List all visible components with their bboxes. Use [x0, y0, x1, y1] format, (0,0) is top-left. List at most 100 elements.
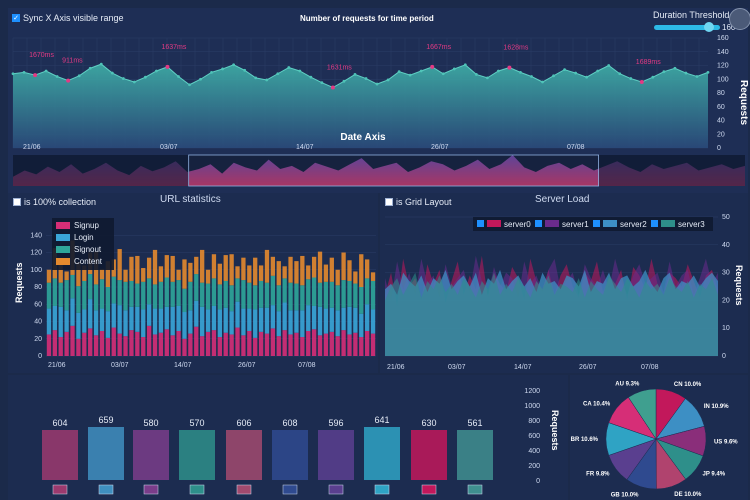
y-tick-label: 400	[528, 448, 540, 455]
annotation-marker	[66, 78, 71, 83]
checkbox-icon[interactable]	[385, 198, 393, 206]
bar-segment-signup	[235, 327, 240, 356]
bar-segment-signup	[158, 332, 164, 356]
bar-value-label: 604	[52, 418, 67, 428]
y-axis-title: Requests	[14, 262, 24, 303]
bar-segment-login	[194, 300, 199, 327]
bar-segment-signup	[359, 337, 364, 356]
x-tick-label: 07/08	[641, 364, 659, 371]
y-tick-label: 160	[717, 35, 729, 42]
bar-segment-signout	[264, 282, 270, 308]
bar-segment-signup	[317, 335, 323, 356]
country-bar	[42, 430, 78, 480]
sync-x-axis-checkbox[interactable]: Sync X Axis visible range	[12, 13, 124, 23]
bar-value-label: 641	[374, 415, 389, 425]
bar-segment-signout	[241, 280, 246, 309]
bar-segment-signout	[311, 277, 317, 306]
x-tick-label: 21/06	[387, 364, 405, 371]
data-point	[452, 67, 456, 71]
y-axis-title: Requests	[734, 265, 744, 306]
country-bar	[457, 430, 493, 480]
bar-segment-content	[58, 263, 63, 283]
y-tick-label: 800	[528, 418, 540, 425]
data-point	[320, 81, 324, 85]
legend-swatch	[487, 220, 501, 227]
bar-segment-signup	[88, 328, 93, 356]
data-point	[265, 78, 269, 82]
bar-segment-login	[370, 309, 376, 334]
data-point	[496, 69, 500, 73]
checkbox-icon[interactable]	[13, 198, 21, 206]
bar-segment-signup	[341, 330, 346, 356]
data-point	[254, 76, 258, 80]
bar-segment-signout	[182, 288, 187, 313]
data-point	[55, 75, 59, 78]
annotation-label: 1667ms	[426, 44, 451, 51]
bar-segment-content	[288, 256, 293, 283]
pie-slice-label: DE 10.0%	[674, 492, 702, 498]
bar-segment-signout	[152, 284, 158, 309]
bar-segment-content	[229, 254, 234, 286]
bar-segment-signout	[76, 286, 81, 313]
data-point	[22, 70, 26, 74]
data-point	[629, 77, 633, 80]
data-point	[276, 72, 280, 76]
x-axis-title: Date Axis	[340, 132, 386, 143]
bar-segment-content	[270, 256, 276, 276]
bar-segment-login	[253, 309, 258, 338]
country-bars-svg: 0 200 400 600 800 1000 1200 Requests 604 659 580 57…	[42, 388, 560, 495]
pie-svg: CN 10.0% IN 10.9% US 9.6% JP 9.4% DE 10.0% GB…	[571, 381, 739, 498]
duration-threshold-handle[interactable]	[704, 22, 714, 32]
flag-de-icon	[236, 484, 252, 495]
bar-segment-content	[282, 266, 287, 279]
pie-slice-label: GB 10.0%	[611, 492, 639, 498]
legend-checkbox	[651, 220, 658, 227]
server-load-panel: 0 10 20 30 40 50 server0 server1 server2 server3 2…	[380, 193, 748, 373]
duration-threshold-slider[interactable]	[654, 25, 720, 30]
y-tick-label: 1200	[524, 388, 540, 395]
bar-segment-signup	[323, 333, 329, 356]
bar-segment-signup	[152, 334, 158, 356]
data-point	[155, 69, 158, 73]
bar-segment-signup	[247, 330, 252, 356]
pie-slice-label: FR 9.8%	[586, 472, 610, 478]
bar-segment-signup	[46, 334, 52, 356]
y-tick-label: 80	[717, 90, 725, 97]
y-tick-label: 140	[717, 49, 729, 56]
legend-label: server3	[678, 220, 705, 229]
bar-segment-signup	[141, 337, 146, 356]
data-point	[574, 71, 578, 75]
checkbox-icon[interactable]	[12, 14, 20, 22]
bar-segment-content	[105, 261, 111, 287]
bar-segment-login	[341, 307, 346, 331]
data-point	[143, 75, 147, 79]
annotation-marker	[430, 64, 435, 69]
legend-checkbox	[477, 220, 484, 227]
bar-segment-content	[235, 266, 240, 279]
grid-layout-checkbox[interactable]: is Grid Layout	[385, 197, 452, 207]
bar-segment-login	[288, 310, 293, 335]
bar-segment-signup	[99, 330, 105, 356]
bar-segment-signup	[229, 334, 234, 356]
legend-label: server0	[504, 220, 531, 229]
annotation-marker	[639, 80, 644, 84]
data-point	[386, 78, 390, 82]
legend-checkbox	[535, 220, 542, 227]
bar-segment-signout	[347, 280, 352, 307]
bar-segment-signout	[306, 279, 311, 306]
collection-checkbox[interactable]: is 100% collection	[13, 197, 96, 207]
bar-segment-signout	[229, 285, 234, 312]
data-point	[188, 83, 191, 87]
flag-in-icon	[98, 484, 114, 495]
bar-segment-signup	[58, 337, 63, 356]
bar-segment-signout	[247, 282, 252, 309]
bar-segment-signup	[270, 328, 276, 356]
y-tick-label: 20	[34, 336, 42, 343]
bar-value-label: 606	[236, 418, 251, 428]
bar-segment-signup	[264, 333, 270, 356]
url-stats-panel: 0 20 40 60 80 100 120 140 Signup Login Signout Cont…	[8, 193, 378, 373]
pie-slice-label: JP 9.4%	[702, 472, 725, 478]
threshold-knob-icon[interactable]	[729, 8, 750, 30]
country-bar	[364, 427, 400, 480]
bar-segment-signup	[93, 335, 99, 356]
